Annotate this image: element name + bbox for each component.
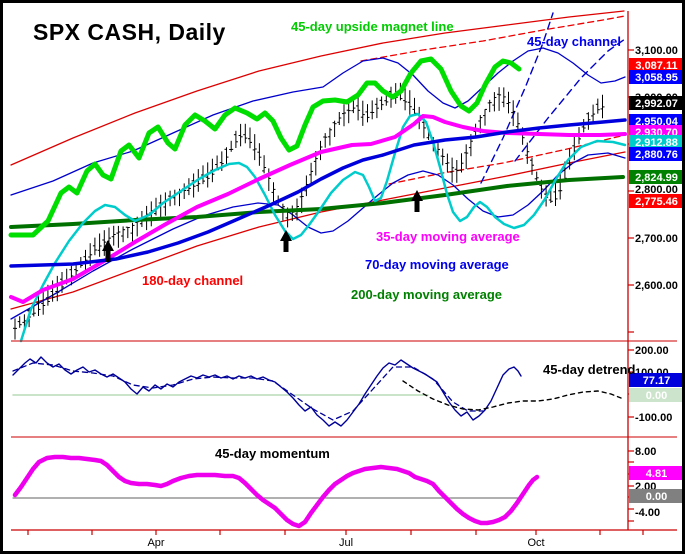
series-180-day-channel-upper: [10, 10, 625, 166]
series-45-day-detrend-smoothed-dashed: [12, 362, 484, 421]
price-label-box: [629, 58, 682, 72]
price-label: 2,992.07: [635, 98, 678, 110]
series-45-day-channel-lower: [10, 152, 626, 320]
series-180-day-channel-lower: [10, 151, 626, 310]
axis-tick-label: 8.00: [635, 446, 656, 458]
price-label-box: [629, 70, 682, 84]
legend-channel180: 180-day channel: [142, 273, 244, 288]
price-label: 3,058.95: [635, 72, 678, 84]
chart-canvas: 3,100.003,000.002,900.002,800.002,700.00…: [8, 10, 682, 549]
price-label: 0.00: [646, 390, 667, 402]
axis-tick-label: -4.00: [635, 507, 660, 519]
up-arrow: [280, 230, 292, 252]
legend-detrend: 45-day detrend: [543, 362, 636, 377]
price-label-box: [629, 489, 682, 503]
series-45-day-detrend-line: [12, 356, 522, 427]
axis-tick-label: 200.00: [635, 345, 669, 357]
price-label-box: [629, 114, 682, 128]
month-label: Jul: [339, 537, 353, 549]
legend-channel45: 45-day channel: [527, 34, 621, 49]
axis-tick-label: -100.00: [635, 412, 672, 424]
price-label: 0.00: [646, 491, 667, 503]
series-cyan-ma-line: [19, 112, 627, 343]
legend-magnet: 45-day upside magnet line: [291, 19, 454, 34]
month-label: Apr: [147, 537, 164, 549]
series-red-dashed-lower-projection: [388, 134, 626, 185]
legend-momentum: 45-day momentum: [215, 446, 330, 461]
price-label-box: [629, 96, 682, 110]
price-label: 2,775.46: [635, 196, 678, 208]
price-label-box: [629, 388, 682, 402]
price-label-box: [629, 194, 682, 208]
axis-tick-label: 2,600.00: [635, 280, 678, 292]
series-45-day-momentum-line: [12, 454, 540, 529]
price-label: 4.81: [646, 468, 667, 480]
price-label-box: [629, 135, 682, 149]
series-45-day-magnet-line: [8, 56, 522, 238]
legend-ma35: 35-day moving average: [376, 229, 520, 244]
series-red-dashed-upper-projection: [360, 15, 626, 62]
legend-ma70: 70-day moving average: [365, 257, 509, 272]
up-arrow: [411, 190, 423, 212]
up-arrow: [102, 240, 114, 262]
price-label-box: [629, 466, 682, 480]
price-label: 2,824.99: [635, 172, 678, 184]
axis-tick-label: 2,700.00: [635, 233, 678, 245]
price-label: 77.17: [643, 375, 671, 387]
axis-tick-label: 2,800.00: [635, 184, 678, 196]
price-label-box: [629, 170, 682, 184]
month-label: Oct: [527, 537, 544, 549]
price-label-box: [629, 373, 682, 387]
price-label: 3,087.11: [635, 60, 677, 72]
axis-tick-label: 3,100.00: [635, 45, 678, 57]
legend-ma200: 200-day moving average: [351, 287, 503, 302]
chart-title: SPX CASH, Daily: [33, 19, 226, 45]
series-70-day-ma-line: [9, 118, 627, 268]
series-detrend-projection-dashed: [402, 380, 622, 411]
price-label: 2,912.88: [635, 137, 678, 149]
series-45-day-channel-upper: [10, 47, 626, 196]
price-label: 2,880.76: [635, 149, 678, 161]
price-label-box: [629, 147, 682, 161]
